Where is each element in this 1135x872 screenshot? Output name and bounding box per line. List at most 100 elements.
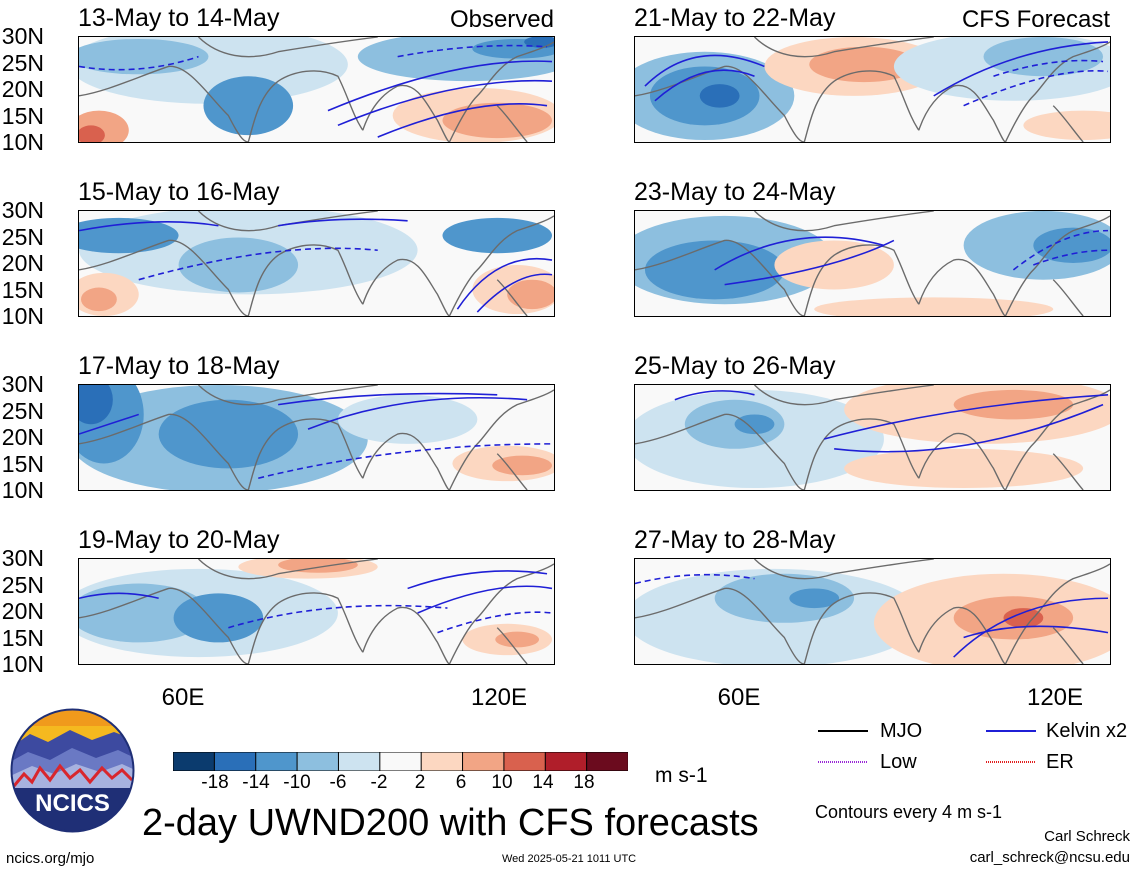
legend-mjo-label: MJO bbox=[880, 720, 923, 742]
map-field bbox=[79, 211, 554, 316]
kelvin-contour bbox=[278, 392, 498, 406]
panel-title-right-3: 25-May to 26-May bbox=[634, 352, 836, 380]
wind-anomaly-region bbox=[278, 559, 358, 573]
kelvin-contour bbox=[933, 41, 1109, 97]
lat-label: 30N bbox=[1, 371, 44, 397]
panel-title-left-1: 13-May to 14-May bbox=[78, 4, 280, 32]
wind-anomaly-region bbox=[178, 237, 299, 293]
map-field bbox=[635, 385, 1110, 490]
coastline bbox=[362, 84, 450, 142]
wind-anomaly-region bbox=[203, 76, 294, 136]
map-panel-observed-1 bbox=[78, 36, 555, 143]
coastline bbox=[496, 627, 528, 664]
colorbar-label: 10 bbox=[491, 772, 513, 793]
kelvin-contour bbox=[228, 604, 448, 629]
kelvin-contour bbox=[993, 59, 1104, 77]
coastline bbox=[79, 65, 249, 142]
coastline bbox=[79, 413, 249, 490]
kelvin-contour bbox=[654, 69, 755, 102]
observed-label: Observed bbox=[449, 6, 554, 33]
colorbar-label: -10 bbox=[283, 772, 311, 793]
author-email[interactable]: carl_schreck@ncsu.edu bbox=[969, 849, 1130, 866]
lat-label: 10N bbox=[1, 129, 44, 155]
kelvin-contour bbox=[278, 218, 408, 227]
lat-label: 25N bbox=[1, 398, 44, 424]
wind-anomaly-region bbox=[1003, 608, 1044, 628]
colorbar-swatch bbox=[255, 751, 298, 772]
colorbar-units: m s-1 bbox=[655, 764, 708, 787]
coastline bbox=[247, 418, 364, 490]
kelvin-contour bbox=[437, 611, 553, 634]
kelvin-contour bbox=[834, 403, 1104, 453]
wind-anomaly-region bbox=[644, 240, 785, 300]
wind-anomaly-region bbox=[1033, 227, 1110, 264]
lat-label: 15N bbox=[1, 103, 44, 129]
coastline bbox=[198, 385, 378, 406]
kelvin-contour bbox=[953, 597, 1109, 658]
colorbar-label: 2 bbox=[414, 772, 426, 793]
kelvin-contour bbox=[79, 55, 199, 71]
legend-er-label: ER bbox=[1046, 751, 1074, 773]
wind-anomaly-region bbox=[442, 217, 553, 254]
wind-anomaly-region bbox=[337, 394, 478, 444]
coastline bbox=[79, 587, 249, 664]
colorbar-label: 6 bbox=[455, 772, 467, 793]
legend-low-label: Low bbox=[880, 751, 917, 773]
map-panel-observed-4 bbox=[78, 558, 555, 665]
coastline bbox=[1052, 453, 1084, 490]
wind-anomaly-region bbox=[734, 414, 775, 435]
kelvin-contour bbox=[407, 570, 548, 590]
coastline bbox=[362, 258, 450, 316]
site-link[interactable]: ncics.org/mjo bbox=[6, 850, 95, 867]
kelvin-contour bbox=[1033, 249, 1109, 266]
coastline bbox=[1052, 279, 1084, 316]
kelvin-contour bbox=[79, 592, 159, 600]
map-panel-observed-3 bbox=[78, 384, 555, 491]
map-field bbox=[635, 559, 1110, 664]
lat-label: 10N bbox=[1, 477, 44, 503]
colorbar-label: -6 bbox=[329, 772, 347, 793]
wind-anomaly-region bbox=[714, 573, 855, 623]
legend-low-line bbox=[818, 753, 878, 771]
kelvin-contour bbox=[377, 103, 548, 138]
lon-label-120e-right: 120E bbox=[1026, 684, 1084, 711]
colorbar-swatch bbox=[337, 751, 381, 772]
wind-anomaly-region bbox=[507, 279, 554, 310]
lat-label: 15N bbox=[1, 277, 44, 303]
coastline bbox=[918, 606, 1006, 664]
coastline bbox=[918, 84, 1006, 142]
lat-label: 25N bbox=[1, 50, 44, 76]
wind-anomaly-region bbox=[79, 125, 105, 142]
colorbar-swatch bbox=[213, 751, 257, 772]
coastline bbox=[635, 239, 805, 316]
coastline bbox=[247, 592, 364, 664]
lat-label: 15N bbox=[1, 451, 44, 477]
colorbar-swatch bbox=[379, 751, 422, 772]
coastline bbox=[754, 559, 934, 580]
wind-anomaly-region bbox=[173, 593, 264, 643]
lat-label: 20N bbox=[1, 598, 44, 624]
coastline bbox=[918, 258, 1006, 316]
kelvin-contour bbox=[79, 413, 140, 435]
kelvin-contour bbox=[714, 236, 885, 271]
lat-label: 15N bbox=[1, 625, 44, 651]
wind-anomaly-region bbox=[158, 399, 299, 469]
kelvin-contour bbox=[963, 70, 1109, 107]
forecast-label: CFS Forecast bbox=[961, 6, 1110, 33]
colorbar-label: -18 bbox=[201, 772, 229, 793]
colorbar-swatch bbox=[586, 751, 629, 772]
lat-label: 30N bbox=[1, 197, 44, 223]
panel-title-left-4: 19-May to 20-May bbox=[78, 526, 280, 554]
kelvin-contour bbox=[1012, 229, 1109, 271]
ncics-logo: NCICS bbox=[10, 708, 135, 833]
lon-label-60e-left: 60E bbox=[161, 684, 205, 711]
coastline bbox=[496, 105, 528, 142]
colorbar-label: 18 bbox=[573, 772, 595, 793]
coastline bbox=[1052, 627, 1084, 664]
map-field bbox=[635, 37, 1110, 142]
lat-label: 30N bbox=[1, 23, 44, 49]
colorbar-swatch bbox=[462, 751, 505, 772]
map-field bbox=[79, 385, 554, 490]
timestamp: Wed 2025-05-21 1011 UTC bbox=[502, 853, 637, 865]
map-field bbox=[635, 211, 1110, 316]
